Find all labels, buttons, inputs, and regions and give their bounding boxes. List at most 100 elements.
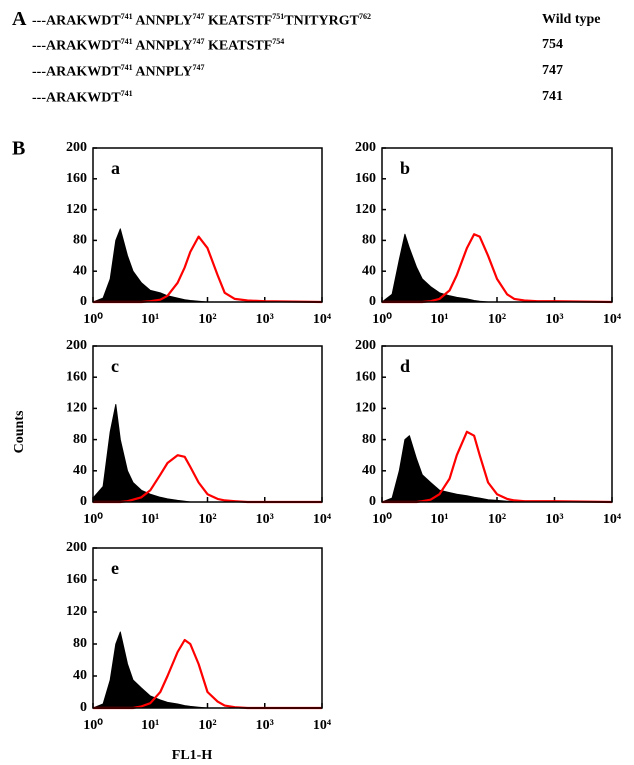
position: 741	[120, 63, 133, 72]
x-tick-label: 10⁴	[313, 718, 332, 733]
x-tick-label: 10¹	[430, 512, 448, 527]
residues: ---ARAKWDT	[32, 64, 121, 80]
x-tick-label: 10⁴	[603, 312, 622, 327]
y-tick-label: 160	[66, 572, 87, 587]
panel-title: e	[111, 558, 119, 578]
panel-title: c	[111, 356, 119, 376]
y-tick-label: 160	[66, 171, 87, 186]
y-tick-label: 120	[66, 604, 87, 619]
y-tick-label: 40	[73, 668, 87, 683]
x-tick-label: 10¹	[141, 512, 159, 527]
y-tick-label: 160	[66, 369, 87, 384]
y-tick-label: 40	[73, 463, 87, 478]
position: 751	[272, 12, 285, 21]
y-tick-label: 0	[369, 494, 376, 509]
histogram-area	[92, 228, 323, 303]
x-tick-label: 10³	[545, 512, 563, 527]
y-tick-label: 40	[362, 263, 376, 278]
construct: 754	[542, 37, 563, 52]
histogram-area	[92, 404, 323, 503]
panel-label: B	[12, 138, 25, 160]
y-tick-label: 200	[66, 338, 87, 353]
y-tick-label: 200	[66, 140, 87, 155]
x-tick-label: 10³	[256, 312, 274, 327]
x-tick-label: 10²	[198, 718, 216, 733]
histogram-area	[381, 435, 613, 503]
y-tick-label: 80	[73, 636, 87, 651]
panel-label: A	[12, 8, 27, 30]
residues: KEATSTF	[204, 38, 273, 54]
y-tick-label: 80	[73, 432, 87, 447]
position: 747	[192, 63, 205, 72]
x-tick-label: 10²	[198, 512, 216, 527]
y-tick-label: 120	[66, 202, 87, 217]
sequence: ---ARAKWDT741 ANNPLY747 KEATSTF751TNITYR…	[32, 12, 371, 30]
x-tick-label: 10¹	[141, 718, 159, 733]
x-tick-label: 10⁰	[372, 312, 392, 327]
panel-title: d	[400, 356, 410, 376]
y-tick-label: 200	[355, 140, 376, 155]
y-tick-label: 160	[355, 171, 376, 186]
x-tick-label: 10²	[198, 312, 216, 327]
residues: TNITYRGT	[284, 13, 359, 29]
x-tick-label: 10⁰	[83, 312, 103, 327]
sequence: ---ARAKWDT741 ANNPLY747 KEATSTF754	[32, 37, 284, 55]
x-tick-label: 10⁰	[83, 718, 103, 733]
y-tick-label: 160	[355, 369, 376, 384]
y-tick-label: 120	[66, 401, 87, 416]
histogram-area	[92, 631, 323, 709]
plot-frame	[92, 345, 323, 503]
position: 741	[120, 37, 133, 46]
position: 741	[120, 12, 133, 21]
residues: ANNPLY	[132, 38, 193, 54]
y-tick-label: 0	[369, 294, 376, 309]
sequence: ---ARAKWDT741 ANNPLY747	[32, 63, 204, 81]
residues: KEATSTF	[204, 13, 273, 29]
position: 762	[358, 12, 371, 21]
position: 747	[192, 12, 205, 21]
y-tick-label: 40	[73, 263, 87, 278]
position: 741	[120, 89, 133, 98]
y-tick-label: 200	[66, 540, 87, 555]
y-tick-label: 120	[355, 401, 376, 416]
plot-frame	[381, 147, 613, 303]
y-tick-label: 0	[80, 700, 87, 715]
x-tick-label: 10¹	[141, 312, 159, 327]
x-tick-label: 10⁴	[603, 512, 622, 527]
x-tick-label: 10⁴	[313, 312, 332, 327]
position: 747	[192, 37, 205, 46]
residues: ---ARAKWDT	[32, 13, 121, 29]
residues: ---ARAKWDT	[32, 38, 121, 54]
panel-title: b	[400, 158, 410, 178]
y-tick-label: 0	[80, 494, 87, 509]
construct: Wild type	[542, 12, 601, 27]
x-axis-label: FL1-H	[172, 748, 213, 763]
x-tick-label: 10³	[256, 718, 274, 733]
y-tick-label: 40	[362, 463, 376, 478]
residues: ANNPLY	[132, 13, 193, 29]
x-tick-label: 10³	[256, 512, 274, 527]
position: 754	[272, 37, 285, 46]
sequence: ---ARAKWDT741	[32, 89, 133, 107]
plot-frame	[92, 147, 323, 303]
x-tick-label: 10⁰	[83, 512, 103, 527]
x-tick-label: 10⁰	[372, 512, 392, 527]
x-tick-label: 10²	[488, 512, 506, 527]
y-tick-label: 80	[362, 432, 376, 447]
x-tick-label: 10¹	[430, 312, 448, 327]
plot-frame	[381, 345, 613, 503]
y-tick-label: 80	[73, 233, 87, 248]
histogram-area	[381, 233, 613, 303]
y-tick-label: 0	[80, 294, 87, 309]
y-axis-label: Counts	[12, 410, 27, 453]
y-tick-label: 80	[362, 233, 376, 248]
construct: 741	[542, 89, 563, 104]
x-tick-label: 10³	[545, 312, 563, 327]
x-tick-label: 10²	[488, 312, 506, 327]
x-tick-label: 10⁴	[313, 512, 332, 527]
panel-title: a	[111, 158, 120, 178]
y-tick-label: 120	[355, 202, 376, 217]
plot-frame	[92, 547, 323, 709]
y-tick-label: 200	[355, 338, 376, 353]
